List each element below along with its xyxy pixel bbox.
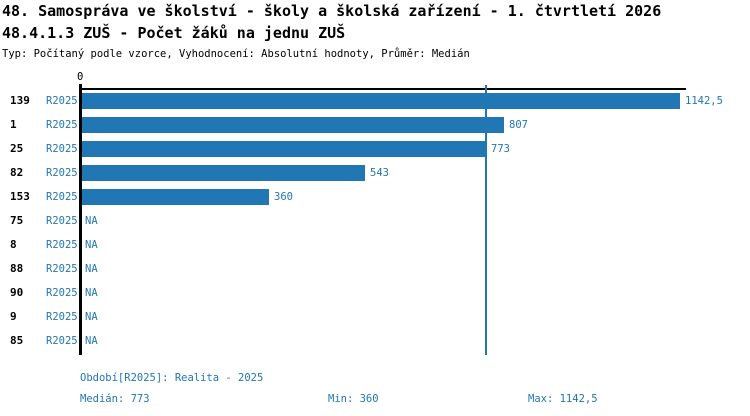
- chart-row: 8 R2025 NA: [0, 233, 750, 257]
- chart-row: 82 R2025 543: [0, 161, 750, 185]
- footer-period-label: Období[R2025]: Realita - 2025: [80, 372, 264, 384]
- row-category-label: 139: [10, 94, 30, 107]
- row-value-label: 543: [370, 167, 389, 179]
- row-period-label: R2025: [46, 215, 78, 227]
- row-value-label: NA: [85, 287, 98, 299]
- row-value-label: NA: [85, 215, 98, 227]
- bar: [80, 93, 680, 109]
- row-category-label: 153: [10, 190, 30, 203]
- row-value-label: 1142,5: [685, 95, 723, 107]
- bar: [80, 189, 269, 205]
- row-period-label: R2025: [46, 239, 78, 251]
- row-category-label: 1: [10, 118, 17, 131]
- row-period-label: R2025: [46, 191, 78, 203]
- report-meta-line: Typ: Počítaný podle vzorce, Vyhodnocení:…: [2, 48, 470, 60]
- row-value-label: NA: [85, 263, 98, 275]
- row-period-label: R2025: [46, 335, 78, 347]
- footer-median-stat: Medián: 773: [80, 393, 150, 405]
- chart-row: 25 R2025 773: [0, 137, 750, 161]
- page-title: 48. Samospráva ve školství - školy a ško…: [2, 2, 662, 20]
- row-period-label: R2025: [46, 143, 78, 155]
- row-category-label: 25: [10, 142, 24, 155]
- chart-row: 9 R2025 NA: [0, 305, 750, 329]
- row-value-label: 773: [491, 143, 510, 155]
- row-period-label: R2025: [46, 119, 78, 131]
- row-value-label: NA: [85, 239, 98, 251]
- row-period-label: R2025: [46, 167, 78, 179]
- chart-row: 85 R2025 NA: [0, 329, 750, 353]
- row-period-label: R2025: [46, 287, 78, 299]
- row-value-label: NA: [85, 311, 98, 323]
- page-subtitle: 48.4.1.3 ZUŠ - Počet žáků na jednu ZUŠ: [2, 24, 346, 42]
- bar: [80, 141, 486, 157]
- row-category-label: 8: [10, 238, 17, 251]
- chart-row: 75 R2025 NA: [0, 209, 750, 233]
- row-value-label: 807: [509, 119, 528, 131]
- chart-row: 1 R2025 807: [0, 113, 750, 137]
- row-period-label: R2025: [46, 311, 78, 323]
- row-value-label: 360: [274, 191, 293, 203]
- bar: [80, 117, 504, 133]
- bar: [80, 165, 365, 181]
- row-category-label: 82: [10, 166, 24, 179]
- chart-row: 88 R2025 NA: [0, 257, 750, 281]
- chart-row: 139 R2025 1142,5: [0, 89, 750, 113]
- row-category-label: 88: [10, 262, 24, 275]
- median-reference-line: [485, 85, 487, 355]
- row-category-label: 90: [10, 286, 24, 299]
- row-category-label: 75: [10, 214, 24, 227]
- row-category-label: 9: [10, 310, 17, 323]
- row-value-label: NA: [85, 335, 98, 347]
- footer-min-stat: Min: 360: [328, 393, 379, 405]
- x-axis-line: [80, 88, 686, 90]
- row-category-label: 85: [10, 334, 24, 347]
- row-period-label: R2025: [46, 95, 78, 107]
- chart-row: 153 R2025 360: [0, 185, 750, 209]
- chart-row: 90 R2025 NA: [0, 281, 750, 305]
- x-axis-zero-tick-label: 0: [77, 71, 84, 83]
- row-period-label: R2025: [46, 263, 78, 275]
- y-axis-line: [79, 84, 82, 355]
- footer-max-stat: Max: 1142,5: [528, 393, 598, 405]
